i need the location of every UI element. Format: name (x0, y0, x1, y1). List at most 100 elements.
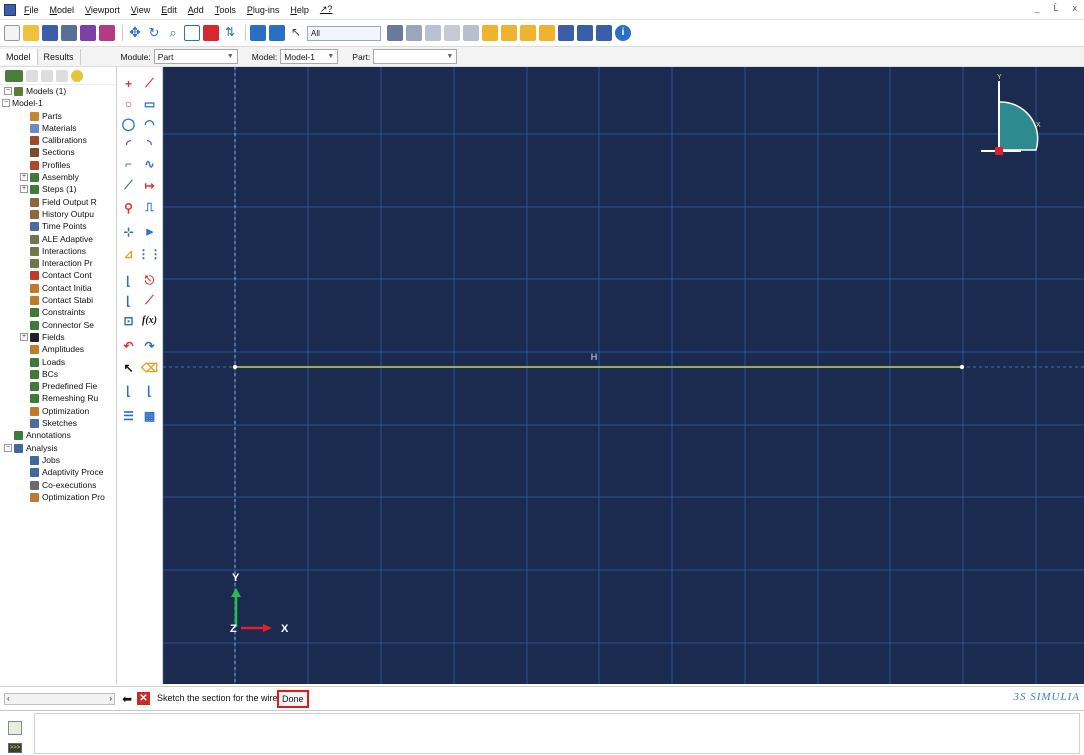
cycle-views-icon[interactable]: ⇅ (222, 25, 238, 41)
scale-icon[interactable]: ⌊ (126, 293, 131, 308)
offset-icon[interactable]: ⊿ (123, 246, 134, 261)
mirror-icon[interactable]: ⟋ (145, 293, 154, 307)
view-bottom-icon[interactable] (558, 25, 574, 41)
tree-item[interactable]: − Model-1 (0, 97, 116, 109)
tree-item[interactable]: Jobs (0, 454, 116, 466)
scroll-right-icon[interactable]: › (109, 694, 112, 703)
tree-item[interactable]: Profiles (0, 159, 116, 171)
sketch-list-icon[interactable]: ☰ (123, 408, 134, 423)
auto-trim-icon[interactable]: ⊹ (123, 224, 134, 239)
collapse-icon[interactable]: − (2, 99, 10, 108)
menu-help[interactable]: Help (290, 4, 309, 15)
selection-option-2-icon[interactable] (406, 25, 422, 41)
auto-fit-icon[interactable] (203, 25, 219, 41)
tree-item[interactable]: BCs (0, 368, 116, 380)
context-help-icon[interactable]: ↗? (319, 4, 333, 14)
selection-option-5-icon[interactable] (463, 25, 479, 41)
parameter-icon[interactable]: ⎍ (145, 200, 154, 214)
menu-plugins[interactable]: Plug-ins (246, 4, 280, 15)
model-select[interactable]: Model-1 ▼ (280, 49, 339, 64)
expand-icon[interactable]: + (20, 173, 28, 182)
tree-item[interactable]: Contact Initia (0, 282, 116, 294)
tree-item[interactable]: Remeshing Ru (0, 392, 116, 404)
delete-eraser-icon[interactable]: ⌫ (141, 360, 158, 375)
tab-model[interactable]: Model (0, 48, 38, 65)
tree-item[interactable]: Sketches (0, 417, 116, 429)
display-group-icon[interactable] (269, 25, 285, 41)
tree-expand-icon[interactable] (26, 69, 38, 82)
print-icon[interactable] (61, 25, 77, 41)
tree-item[interactable]: Constraints (0, 306, 116, 318)
render-style-icon[interactable] (250, 25, 266, 41)
tree-item[interactable]: − Analysis (0, 442, 116, 454)
tree-item[interactable]: Parts (0, 110, 116, 122)
done-button[interactable]: Done (277, 690, 309, 708)
reference-icon[interactable]: ⊡ (123, 313, 134, 328)
menu-viewport[interactable]: Viewport (85, 4, 120, 15)
magnify-icon[interactable]: ⌕ (165, 25, 181, 41)
rotate-icon[interactable]: ↻ (146, 25, 162, 41)
tree-item[interactable]: Calibrations (0, 134, 116, 146)
function-icon[interactable]: f(x) (142, 315, 157, 326)
box-zoom-icon[interactable] (184, 25, 200, 41)
rotate-sketch-icon[interactable]: ⎋ (144, 273, 155, 287)
selection-option-3-icon[interactable] (425, 25, 441, 41)
expand-icon[interactable]: + (20, 185, 28, 194)
render-icon[interactable] (99, 25, 115, 41)
tree-filter-icon[interactable] (56, 69, 68, 82)
tree-item[interactable]: Sections (0, 146, 116, 158)
tree-item[interactable]: Interaction Pr (0, 257, 116, 269)
tree-bulb-icon[interactable] (71, 69, 83, 82)
create-spline-icon[interactable]: ∿ (144, 156, 155, 171)
tree-item[interactable]: Adaptivity Proce (0, 466, 116, 478)
create-fillet-icon[interactable]: ⌐ (124, 156, 132, 171)
message-area-icon[interactable] (8, 721, 22, 735)
tree-item[interactable]: Interactions (0, 245, 116, 257)
tree-item[interactable]: Time Points (0, 220, 116, 232)
sketch-canvas[interactable]: H Y X Y Z X (163, 67, 1084, 684)
create-isolated-point-icon[interactable]: + (124, 76, 132, 91)
tree-view-icon[interactable] (5, 69, 23, 82)
tree-item[interactable]: Annotations (0, 429, 116, 441)
info-icon[interactable]: i (615, 25, 631, 41)
expand-icon[interactable]: + (20, 332, 28, 341)
menu-tools[interactable]: Tools (214, 4, 236, 15)
part-select[interactable]: ▼ (373, 49, 458, 64)
menu-edit[interactable]: Edit (161, 4, 177, 15)
tree-item[interactable]: + Assembly (0, 171, 116, 183)
constraint-icon[interactable]: ⚲ (124, 200, 133, 215)
menu-model[interactable]: Model (49, 4, 75, 15)
tree-item[interactable]: + Fields (0, 331, 116, 343)
tree-collapse-icon[interactable] (41, 69, 53, 82)
grid-table-icon[interactable]: ▦ (143, 408, 156, 423)
tree-item[interactable]: Field Output R (0, 196, 116, 208)
tree-item[interactable]: History Outpu (0, 208, 116, 220)
selection-filter-select[interactable]: All (307, 25, 381, 41)
save-sketch-icon[interactable]: ⌊ (147, 383, 152, 398)
selection-option-icon[interactable] (387, 25, 403, 41)
tree-item[interactable]: Amplitudes (0, 343, 116, 355)
split-icon[interactable]: ⫸ (146, 224, 153, 238)
tree-item[interactable]: Materials (0, 122, 116, 134)
module-select[interactable]: Part ▼ (153, 49, 238, 64)
view-iso-icon[interactable] (482, 25, 498, 41)
view-left-icon[interactable] (577, 25, 593, 41)
create-rectangle-icon[interactable]: ▭ (143, 96, 156, 111)
select-arrow-icon[interactable]: ↖ (288, 25, 304, 41)
select-pointer-icon[interactable]: ↖ (123, 360, 134, 375)
tree-item[interactable]: + Steps (1) (0, 183, 116, 195)
create-circle-icon[interactable]: ○ (124, 96, 133, 111)
new-file-icon[interactable] (4, 25, 20, 41)
sketch-viewport[interactable]: H Y X Y Z X (163, 67, 1084, 684)
tree-item[interactable]: Contact Stabi (0, 294, 116, 306)
collapse-icon[interactable]: − (4, 87, 12, 95)
tree-item[interactable]: Predefined Fie (0, 380, 116, 392)
menu-add[interactable]: Add (187, 4, 204, 15)
create-arc-three-points-icon[interactable]: ◝ (147, 136, 152, 151)
translate-icon[interactable]: ⌊ (126, 273, 131, 288)
tab-results[interactable]: Results (38, 48, 81, 65)
selection-option-4-icon[interactable] (444, 25, 460, 41)
tree-item[interactable]: − Models (1) (0, 85, 116, 97)
tree-item[interactable]: Optimization Pro (0, 491, 116, 503)
create-ellipse-icon[interactable]: ◯ (121, 116, 136, 131)
